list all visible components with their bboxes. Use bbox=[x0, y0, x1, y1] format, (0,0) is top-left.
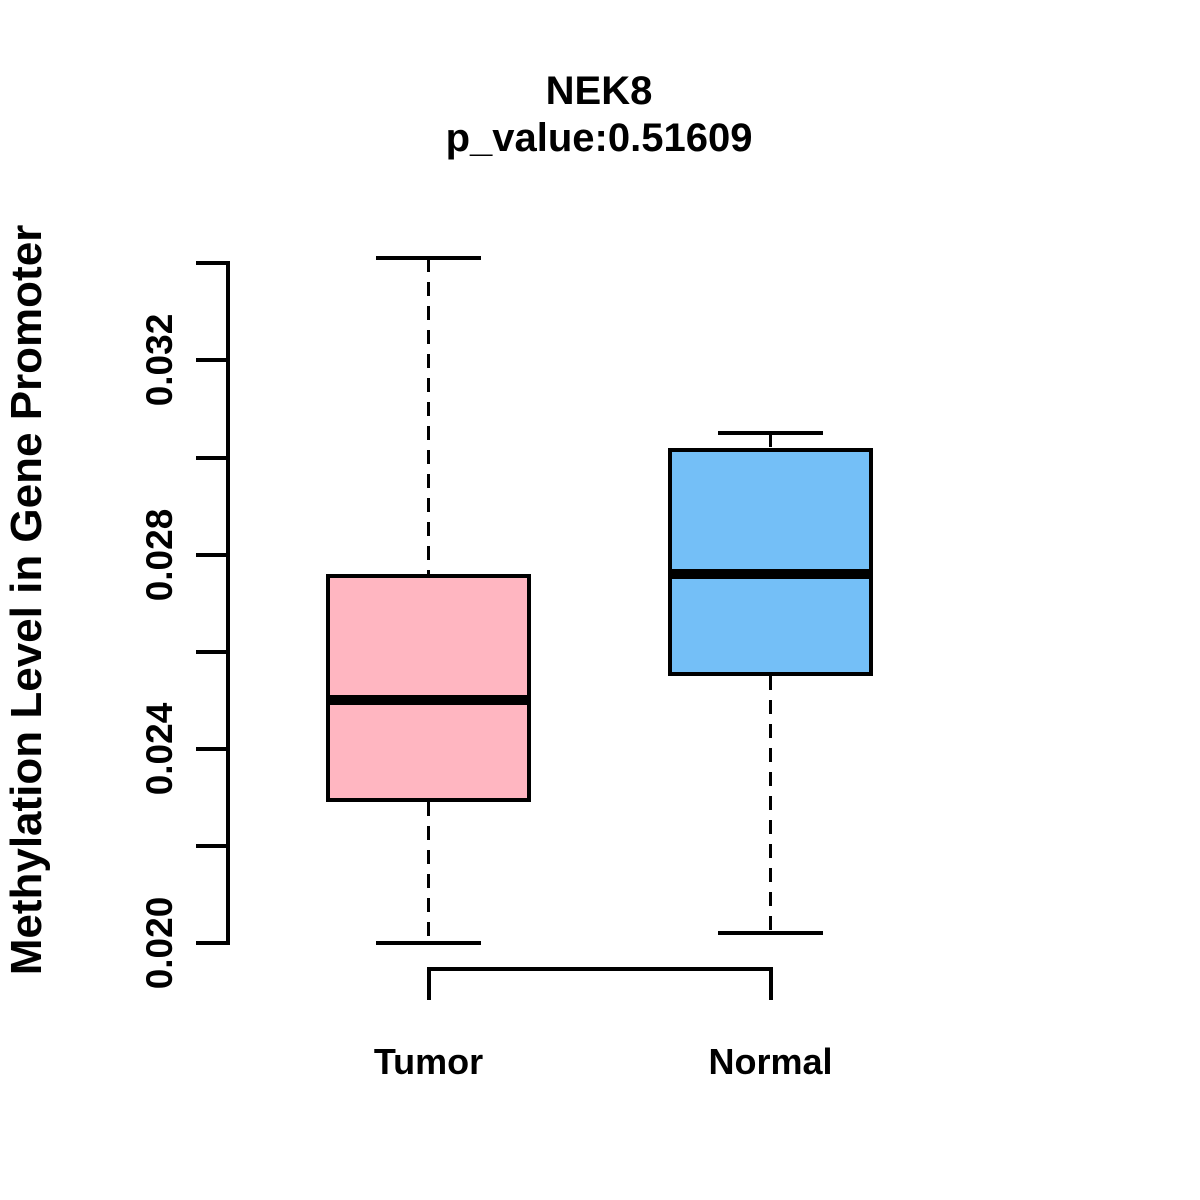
y-axis-tick bbox=[196, 746, 226, 751]
y-axis-tick-label: 0.024 bbox=[139, 702, 180, 796]
median-normal bbox=[668, 569, 873, 580]
y-axis-tick bbox=[196, 261, 226, 266]
whisker-cap-lower-normal bbox=[718, 931, 823, 936]
x-axis-label-tumor: Tumor bbox=[373, 1041, 484, 1082]
chart-title-block: NEK8 p_value:0.51609 bbox=[446, 68, 753, 162]
whisker-cap-lower-tumor bbox=[376, 941, 481, 945]
y-axis-tick bbox=[196, 941, 226, 945]
x-axis-tick-normal bbox=[768, 967, 773, 1000]
y-axis-tick bbox=[196, 649, 226, 654]
y-axis-tick bbox=[196, 552, 226, 557]
whisker-lower-tumor bbox=[427, 802, 430, 943]
y-axis-tick bbox=[196, 358, 226, 363]
box-tumor bbox=[326, 574, 531, 803]
y-axis-tick-label: 0.028 bbox=[139, 508, 180, 601]
median-tumor bbox=[326, 695, 531, 706]
y-axis-tick bbox=[196, 843, 226, 848]
whisker-lower-normal bbox=[769, 675, 772, 934]
y-axis-tick-label: 0.032 bbox=[139, 314, 180, 407]
whisker-cap-upper-tumor bbox=[376, 256, 481, 261]
box-normal bbox=[668, 447, 873, 676]
chart-title: NEK8 bbox=[545, 69, 653, 113]
x-axis-line bbox=[428, 967, 771, 971]
x-axis-label-normal: Normal bbox=[708, 1041, 833, 1082]
whisker-upper-tumor bbox=[427, 258, 430, 574]
y-axis-line bbox=[226, 261, 230, 945]
y-axis-tick-label: 0.020 bbox=[139, 896, 180, 990]
y-axis-title: Methylation Level in Gene Promoter bbox=[2, 224, 51, 976]
whisker-upper-normal bbox=[769, 433, 772, 448]
chart-subtitle: p_value:0.51609 bbox=[445, 116, 753, 160]
y-axis-tick bbox=[196, 455, 226, 460]
whisker-cap-upper-normal bbox=[718, 431, 823, 436]
x-axis-tick-tumor bbox=[426, 967, 431, 1000]
